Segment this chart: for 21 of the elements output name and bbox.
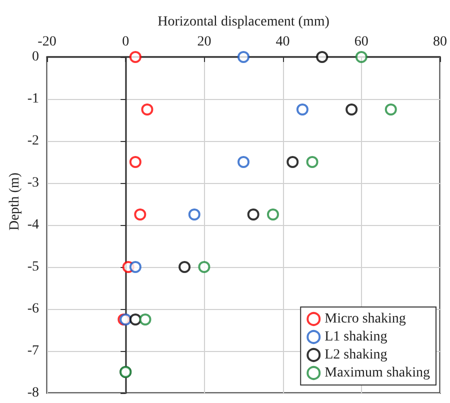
y-tick-label: -3 <box>27 176 39 190</box>
legend-label: Maximum shaking <box>324 366 430 380</box>
legend-label: L1 shaking <box>324 330 388 344</box>
x-axis-title: Horizontal displacement (mm) <box>158 14 330 30</box>
x-tick-label: 60 <box>354 34 368 50</box>
y-tick-label: -8 <box>27 386 39 400</box>
x-tick-label: 0 <box>122 34 130 50</box>
y-tick-label: -1 <box>27 92 39 106</box>
x-tick-label: 20 <box>197 34 212 50</box>
y-tick-label: -2 <box>27 134 39 148</box>
legend-label: Micro shaking <box>324 312 406 326</box>
y-tick-label: -5 <box>27 260 39 274</box>
x-tick-label: 80 <box>433 34 447 50</box>
y-tick-label: -6 <box>27 302 39 316</box>
legend-label: L2 shaking <box>324 348 388 362</box>
x-tick-label: -20 <box>38 34 56 50</box>
x-tick-label: 40 <box>276 34 290 50</box>
y-tick-label: -7 <box>27 344 39 358</box>
y-axis-title: Depth (m) <box>8 172 22 230</box>
y-tick-label: 0 <box>32 50 39 64</box>
y-tick-label: -4 <box>27 218 39 232</box>
